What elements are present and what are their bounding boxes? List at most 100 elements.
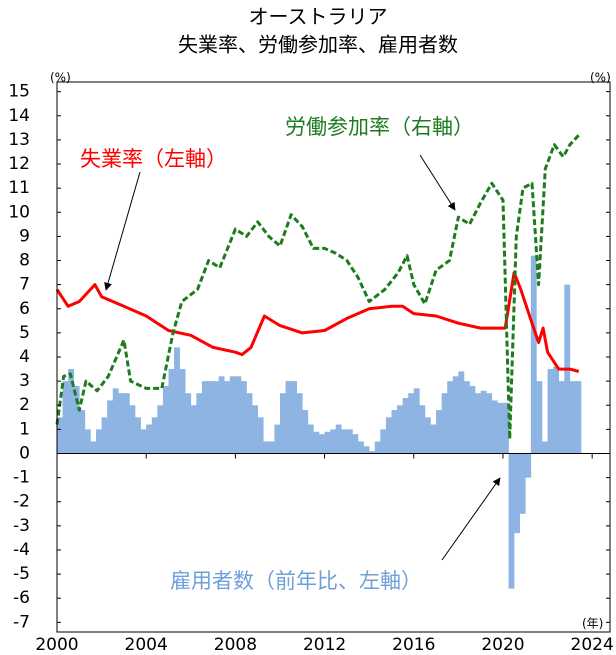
bar xyxy=(179,369,186,454)
bar xyxy=(358,441,364,454)
y-tick-label: -4 xyxy=(13,540,30,560)
bar xyxy=(263,441,270,454)
annotation: 失業率（左軸） xyxy=(80,147,227,171)
bar xyxy=(463,381,470,454)
line xyxy=(55,134,580,441)
bar xyxy=(346,429,353,454)
y-tick-label: 12 xyxy=(8,154,30,174)
annotation: 雇用者数（前年比、左軸） xyxy=(170,569,422,593)
arrow xyxy=(419,154,456,211)
bar xyxy=(480,390,487,454)
bar xyxy=(157,405,164,454)
bar xyxy=(246,393,253,454)
bar xyxy=(397,405,403,454)
bar xyxy=(430,424,437,454)
bar xyxy=(107,400,114,454)
bar xyxy=(96,429,102,454)
bar xyxy=(185,393,192,454)
y-tick-label: 10 xyxy=(8,202,30,222)
bar xyxy=(553,366,560,454)
y-tick-label: 13 xyxy=(8,130,30,150)
bar xyxy=(252,405,258,454)
bar xyxy=(162,385,169,454)
bar xyxy=(541,441,548,454)
bar xyxy=(469,385,476,454)
y-tick-label: -2 xyxy=(13,492,30,512)
bar xyxy=(514,453,520,534)
bar xyxy=(341,429,348,454)
plot-area xyxy=(55,134,610,589)
bar xyxy=(374,441,381,454)
y-unit: (%) xyxy=(50,71,71,85)
y-tick-label: 11 xyxy=(8,178,30,198)
bar xyxy=(279,393,286,454)
y-tick-label: 4 xyxy=(19,347,30,367)
line xyxy=(55,271,580,373)
bar xyxy=(558,381,565,454)
bar xyxy=(419,405,426,454)
bar xyxy=(207,381,214,454)
bar xyxy=(112,388,119,454)
bar xyxy=(201,381,208,454)
y-tick-label: 14 xyxy=(8,106,30,126)
y-tick-label: 5 xyxy=(19,323,30,343)
bar xyxy=(146,424,153,454)
arrow xyxy=(104,171,141,291)
x-tick-label: 2008 xyxy=(214,635,257,655)
bar xyxy=(235,376,242,454)
bar xyxy=(101,417,108,454)
y-tick-label: 9 xyxy=(19,226,30,246)
y-tick-label: 6 xyxy=(19,299,30,319)
bar xyxy=(441,393,448,454)
y-tick-label: -3 xyxy=(13,516,30,536)
bar xyxy=(296,393,303,454)
bar xyxy=(302,410,309,454)
bar xyxy=(408,393,415,454)
bar xyxy=(452,376,459,454)
bar xyxy=(352,434,359,454)
bar xyxy=(319,434,325,454)
bar xyxy=(240,381,247,454)
y-tick-label: 1 xyxy=(19,419,30,439)
bar xyxy=(257,417,264,454)
x-tick-label: 2004 xyxy=(125,635,168,655)
x-tick-label: 2000 xyxy=(35,635,78,655)
y2-unit: (%) xyxy=(590,71,611,85)
bar xyxy=(536,381,543,454)
x-tick-label: 2012 xyxy=(303,635,346,655)
y-tick-label: -5 xyxy=(13,564,30,584)
bar xyxy=(424,417,431,454)
y-tick-label: -1 xyxy=(13,468,30,488)
bar xyxy=(57,417,63,454)
bar xyxy=(291,381,298,454)
bar xyxy=(447,381,454,454)
bar xyxy=(229,376,236,454)
y-tick-label: 8 xyxy=(19,251,30,271)
bar xyxy=(224,381,231,454)
bar xyxy=(135,417,141,454)
x-tick-label: 2020 xyxy=(481,635,524,655)
bar xyxy=(196,393,203,454)
chart-title: オーストラリア xyxy=(249,5,388,29)
bar xyxy=(569,381,576,454)
x-tick-label: 2016 xyxy=(392,635,435,655)
bar xyxy=(129,405,136,454)
bar xyxy=(380,429,387,454)
bar xyxy=(123,393,130,454)
bar xyxy=(436,410,442,454)
bar xyxy=(218,376,225,454)
bar xyxy=(174,347,180,454)
bar xyxy=(168,369,175,454)
bar xyxy=(508,453,515,589)
y-tick-label: 15 xyxy=(8,82,30,102)
bar xyxy=(213,381,219,454)
bar xyxy=(335,424,342,454)
bar xyxy=(575,381,582,454)
annotation: 労働参加率（右軸） xyxy=(285,115,474,139)
bar xyxy=(458,371,465,454)
bar xyxy=(330,429,337,454)
chart-subtitle: 失業率、労働参加率、雇用者数 xyxy=(178,33,458,57)
bar xyxy=(486,393,493,454)
bar xyxy=(491,400,498,454)
